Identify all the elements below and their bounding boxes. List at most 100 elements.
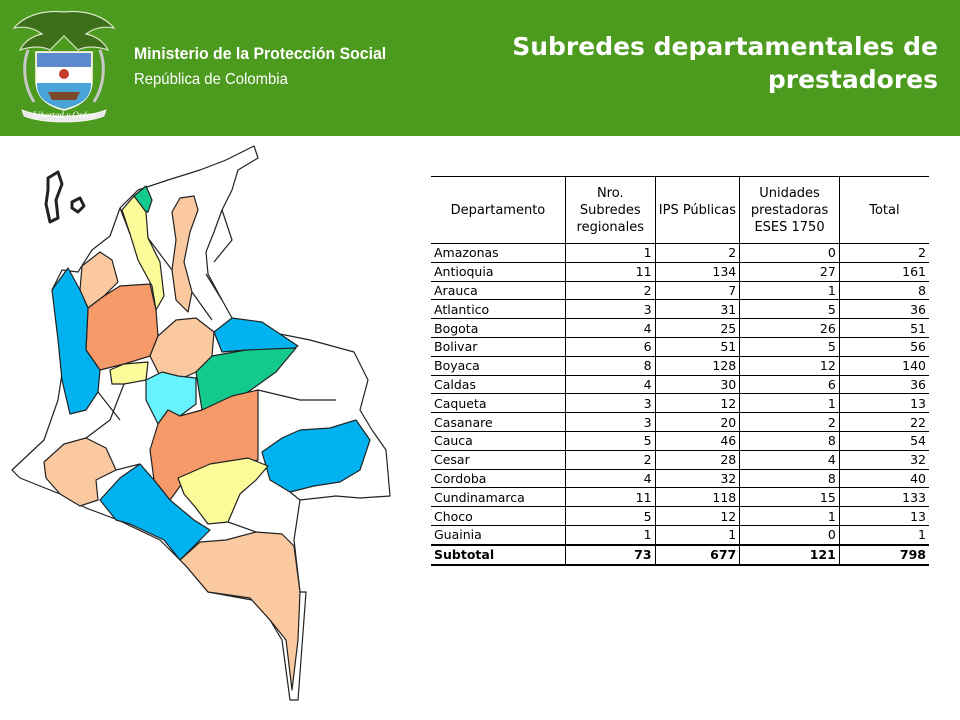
value-cell: 2 [564, 450, 656, 470]
department-cell: Antioquia [431, 262, 566, 282]
value-cell: 6 [564, 337, 656, 357]
value-cell: 1 [564, 243, 656, 263]
department-cell: Cundinamarca [431, 487, 566, 508]
slide-title: Subredes departamentales de prestadores [512, 32, 938, 94]
column-header: IPS Públicas [654, 176, 740, 244]
department-cell: Subtotal [431, 543, 566, 566]
value-cell: 133 [838, 487, 929, 508]
value-cell: 40 [838, 469, 929, 489]
value-cell: 12 [654, 506, 740, 526]
department-magdalena [121, 195, 165, 311]
value-cell: 73 [564, 543, 656, 566]
value-cell: 36 [838, 299, 929, 320]
providencia-island-icon [70, 196, 86, 214]
value-cell: 677 [654, 543, 740, 566]
department-cell: Casanare [431, 412, 566, 432]
value-cell: 46 [654, 431, 740, 451]
column-header: Nro. Subredes regionales [564, 176, 656, 244]
department-cell: Caqueta [431, 393, 566, 414]
table-row: Bolivar 6 51 5 56 [431, 337, 929, 357]
value-cell: 5 [564, 431, 656, 451]
colombia-map [11, 145, 391, 701]
department-cesar [171, 195, 199, 313]
value-cell: 2 [739, 412, 840, 432]
department-choco [51, 267, 101, 415]
department-cell: Arauca [431, 281, 566, 301]
value-cell: 8 [739, 469, 840, 489]
value-cell: 118 [654, 487, 740, 508]
value-cell: 3 [564, 299, 656, 320]
value-cell: 3 [564, 412, 656, 432]
value-cell: 5 [564, 506, 656, 526]
value-cell: 3 [564, 393, 656, 414]
value-cell: 13 [838, 393, 929, 414]
value-cell: 128 [654, 356, 740, 376]
table-row: Guainia 1 1 0 1 [431, 525, 929, 546]
value-cell: 51 [654, 337, 740, 357]
department-guaviare [177, 457, 269, 525]
value-cell: 1 [838, 525, 929, 546]
value-cell: 2 [564, 281, 656, 301]
department-cell: Cordoba [431, 469, 566, 489]
value-cell: 161 [838, 262, 929, 282]
value-cell: 6 [739, 375, 840, 395]
table-row: Amazonas 1 2 0 2 [431, 243, 929, 263]
table-row: Casanare 3 20 2 22 [431, 412, 929, 432]
value-cell: 2 [838, 243, 929, 263]
value-cell: 13 [838, 506, 929, 526]
value-cell: 25 [654, 318, 740, 338]
table-body: Amazonas 1 2 0 2 Antioquia 11 134 27 161 Arauca 2 7 1… [431, 243, 929, 566]
table-row: Choco 5 12 1 13 [431, 506, 929, 526]
table-row: Arauca 2 7 1 8 [431, 281, 929, 301]
value-cell: 12 [654, 393, 740, 414]
value-cell: 5 [739, 299, 840, 320]
value-cell: 51 [838, 318, 929, 338]
table-row: Bogota 4 25 26 51 [431, 318, 929, 338]
ministry-name: Ministerio de la Protección Social [134, 44, 387, 63]
value-cell: 54 [838, 431, 929, 451]
value-cell: 4 [564, 469, 656, 489]
value-cell: 20 [654, 412, 740, 432]
table-row: Caldas 4 30 6 36 [431, 375, 929, 395]
prestadores-table: Departamento Nro. Subredes regionales IP… [431, 176, 929, 566]
value-cell: 121 [739, 543, 840, 566]
department-vichada [261, 419, 371, 493]
table-row: Boyaca 8 128 12 140 [431, 356, 929, 376]
value-cell: 1 [564, 525, 656, 546]
value-cell: 22 [838, 412, 929, 432]
department-border-lines [85, 207, 336, 533]
department-cell: Cesar [431, 450, 566, 470]
department-cauca [43, 437, 117, 507]
san-andres-island-icon [44, 170, 64, 224]
department-cell: Guainia [431, 525, 566, 546]
coat-of-arms-icon: Libertad y Orden [12, 10, 116, 123]
ministry-subtitle: República de Colombia [134, 71, 288, 88]
table-row: Antioquia 11 134 27 161 [431, 262, 929, 282]
value-cell: 7 [654, 281, 740, 301]
value-cell: 15 [739, 487, 840, 508]
value-cell: 28 [654, 450, 740, 470]
table-row: Cauca 5 46 8 54 [431, 431, 929, 451]
department-cell: Boyaca [431, 356, 566, 376]
column-header: Unidades prestadoras ESES 1750 [739, 176, 840, 244]
value-cell: 12 [739, 356, 840, 376]
value-cell: 1 [739, 506, 840, 526]
value-cell: 4 [739, 450, 840, 470]
department-cell: Cauca [431, 431, 566, 451]
department-amazonas [179, 531, 301, 691]
value-cell: 4 [564, 318, 656, 338]
value-cell: 11 [564, 262, 656, 282]
value-cell: 140 [838, 356, 929, 376]
value-cell: 11 [564, 487, 656, 508]
table-row: Cundinamarca 11 118 15 133 [431, 487, 929, 508]
department-cell: Caldas [431, 375, 566, 395]
value-cell: 27 [739, 262, 840, 282]
table-row: Cesar 2 28 4 32 [431, 450, 929, 470]
crest-motto: Libertad y Orden [32, 110, 96, 120]
value-cell: 32 [654, 469, 740, 489]
value-cell: 30 [654, 375, 740, 395]
department-cell: Atlantico [431, 299, 566, 320]
column-header: Total [838, 176, 929, 244]
subtotal-row: Subtotal 73 677 121 798 [431, 543, 929, 566]
table-row: Cordoba 4 32 8 40 [431, 469, 929, 489]
